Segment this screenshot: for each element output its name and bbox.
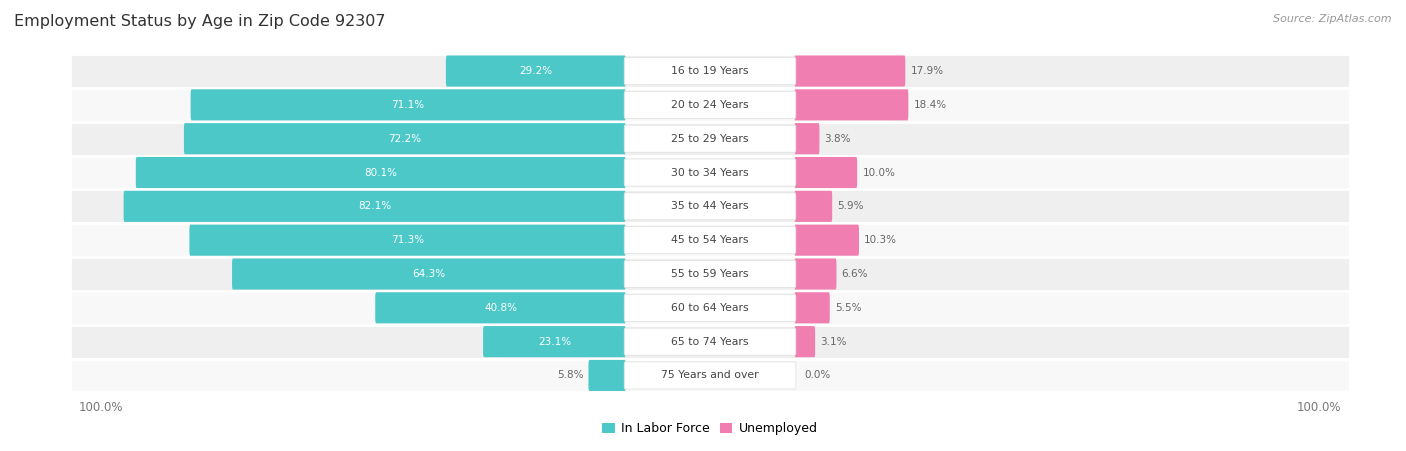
Text: 16 to 19 Years: 16 to 19 Years xyxy=(671,66,749,76)
Text: 25 to 29 Years: 25 to 29 Years xyxy=(671,133,749,144)
Text: 65 to 74 Years: 65 to 74 Years xyxy=(671,336,749,347)
Text: 64.3%: 64.3% xyxy=(412,269,446,279)
FancyBboxPatch shape xyxy=(794,225,859,256)
Text: 71.1%: 71.1% xyxy=(392,100,425,110)
Text: Source: ZipAtlas.com: Source: ZipAtlas.com xyxy=(1274,14,1392,23)
FancyBboxPatch shape xyxy=(624,57,796,84)
Text: 71.3%: 71.3% xyxy=(391,235,425,245)
Text: 6.6%: 6.6% xyxy=(842,269,868,279)
Bar xyxy=(70,189,1350,223)
Text: 17.9%: 17.9% xyxy=(911,66,943,76)
Text: 82.1%: 82.1% xyxy=(359,201,391,212)
FancyBboxPatch shape xyxy=(624,294,796,321)
FancyBboxPatch shape xyxy=(794,258,837,290)
FancyBboxPatch shape xyxy=(232,258,626,290)
Text: 10.0%: 10.0% xyxy=(862,167,896,178)
Legend: In Labor Force, Unemployed: In Labor Force, Unemployed xyxy=(598,417,823,440)
FancyBboxPatch shape xyxy=(446,55,626,87)
FancyBboxPatch shape xyxy=(794,326,815,357)
FancyBboxPatch shape xyxy=(190,225,626,256)
Text: 75 Years and over: 75 Years and over xyxy=(661,370,759,381)
Text: 20 to 24 Years: 20 to 24 Years xyxy=(671,100,749,110)
FancyBboxPatch shape xyxy=(794,89,908,120)
FancyBboxPatch shape xyxy=(184,123,626,154)
FancyBboxPatch shape xyxy=(624,260,796,288)
FancyBboxPatch shape xyxy=(136,157,626,188)
Bar xyxy=(70,54,1350,88)
Bar xyxy=(70,359,1350,392)
FancyBboxPatch shape xyxy=(624,91,796,118)
Text: 45 to 54 Years: 45 to 54 Years xyxy=(671,235,749,245)
Text: 10.3%: 10.3% xyxy=(865,235,897,245)
Text: 5.9%: 5.9% xyxy=(838,201,863,212)
Text: 23.1%: 23.1% xyxy=(538,336,571,347)
FancyBboxPatch shape xyxy=(794,191,832,222)
Bar xyxy=(70,325,1350,359)
FancyBboxPatch shape xyxy=(624,328,796,355)
Bar xyxy=(70,122,1350,156)
Text: 5.8%: 5.8% xyxy=(557,370,583,381)
Bar xyxy=(70,291,1350,325)
Text: 3.8%: 3.8% xyxy=(824,133,851,144)
FancyBboxPatch shape xyxy=(484,326,626,357)
FancyBboxPatch shape xyxy=(624,226,796,253)
Bar xyxy=(70,88,1350,122)
FancyBboxPatch shape xyxy=(624,125,796,152)
Text: 60 to 64 Years: 60 to 64 Years xyxy=(671,303,749,313)
Text: 40.8%: 40.8% xyxy=(484,303,517,313)
Text: Employment Status by Age in Zip Code 92307: Employment Status by Age in Zip Code 923… xyxy=(14,14,385,28)
FancyBboxPatch shape xyxy=(375,292,626,323)
FancyBboxPatch shape xyxy=(624,193,796,220)
Text: 55 to 59 Years: 55 to 59 Years xyxy=(671,269,749,279)
FancyBboxPatch shape xyxy=(124,191,626,222)
Text: 30 to 34 Years: 30 to 34 Years xyxy=(671,167,749,178)
Text: 18.4%: 18.4% xyxy=(914,100,946,110)
Text: 35 to 44 Years: 35 to 44 Years xyxy=(671,201,749,212)
FancyBboxPatch shape xyxy=(794,123,820,154)
Text: 29.2%: 29.2% xyxy=(519,66,553,76)
Text: 3.1%: 3.1% xyxy=(820,336,846,347)
FancyBboxPatch shape xyxy=(794,292,830,323)
FancyBboxPatch shape xyxy=(794,157,858,188)
Text: 72.2%: 72.2% xyxy=(388,133,422,144)
Bar xyxy=(70,156,1350,189)
Text: 0.0%: 0.0% xyxy=(804,370,831,381)
Text: 80.1%: 80.1% xyxy=(364,167,398,178)
FancyBboxPatch shape xyxy=(191,89,626,120)
Bar xyxy=(70,223,1350,257)
FancyBboxPatch shape xyxy=(794,55,905,87)
FancyBboxPatch shape xyxy=(624,362,796,389)
FancyBboxPatch shape xyxy=(589,360,626,391)
FancyBboxPatch shape xyxy=(624,159,796,186)
Bar xyxy=(70,257,1350,291)
Text: 5.5%: 5.5% xyxy=(835,303,862,313)
